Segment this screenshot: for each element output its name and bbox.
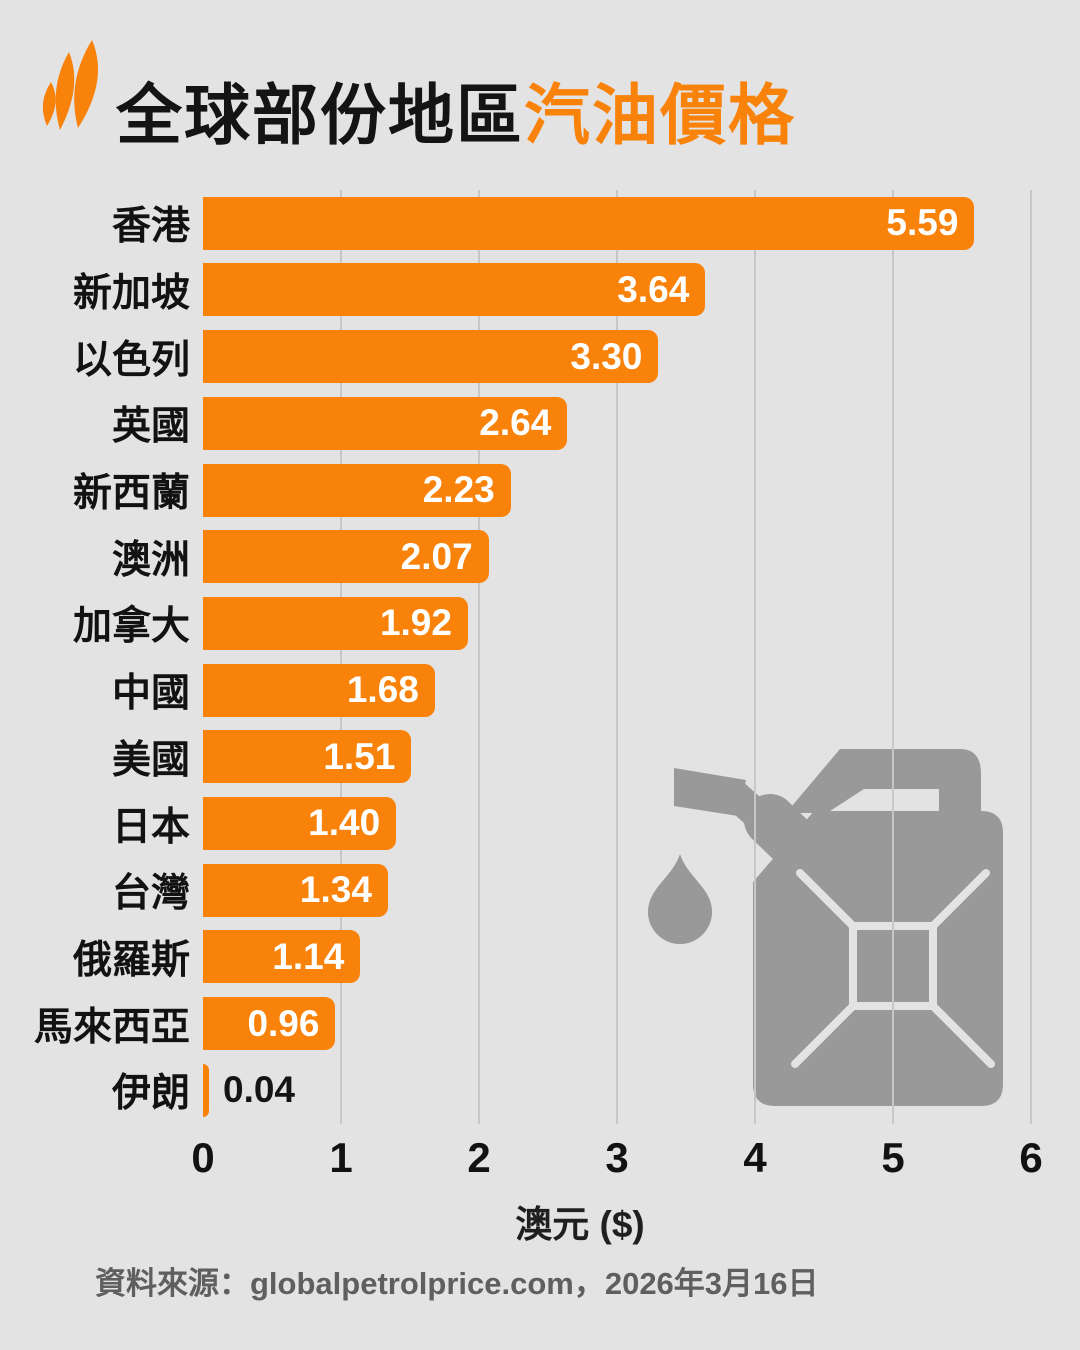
country-label: 香港 <box>111 205 190 249</box>
x-axis-label: 澳元 ($) <box>515 1204 645 1245</box>
gridline <box>1030 190 1032 1124</box>
value-label: 5.59 <box>886 202 959 244</box>
country-label: 新加坡 <box>72 272 190 316</box>
value-label: 2.64 <box>479 402 552 444</box>
source-note: 資料來源：globalpetrolprice.com，2026年3月16日 <box>95 1266 819 1301</box>
value-label: 3.64 <box>617 268 690 310</box>
gridline <box>616 190 618 1124</box>
bar: 0.96 <box>203 997 336 1051</box>
value-label: 0.96 <box>247 1002 320 1044</box>
bar: 3.64 <box>203 263 706 317</box>
bar-row: 新加坡 3.64 <box>0 257 1080 324</box>
x-tick: 2 <box>467 1134 491 1181</box>
bar-row: 澳洲 2.07 <box>0 523 1080 590</box>
bar: 5.59 <box>203 196 975 250</box>
bar-row: 伊朗 0.04 <box>0 1057 1080 1124</box>
value-label: 1.14 <box>272 935 345 977</box>
gridline <box>340 190 342 1124</box>
bar: 0.04 <box>203 1063 295 1117</box>
country-label: 以色列 <box>72 338 190 382</box>
bar-row: 日本 1.40 <box>0 790 1080 857</box>
value-label: 2.07 <box>400 535 473 577</box>
x-tick: 1 <box>329 1134 353 1181</box>
value-label: 0.04 <box>223 1069 296 1111</box>
country-label: 伊朗 <box>111 1072 190 1116</box>
bar: 1.40 <box>203 796 397 850</box>
bar-row: 俄羅斯 1.14 <box>0 924 1080 991</box>
bar: 1.51 <box>203 730 412 784</box>
bar-chart: 香港 5.59 新加坡 3.64 以色列 3.30 英國 2.64 新西蘭 2.… <box>0 190 1080 1124</box>
country-label: 俄羅斯 <box>72 938 190 982</box>
bar: 2.07 <box>203 530 489 584</box>
x-tick: 0 <box>191 1134 215 1181</box>
bar: 2.23 <box>203 463 511 517</box>
country-label: 澳洲 <box>111 538 190 582</box>
value-label: 1.92 <box>379 602 452 644</box>
country-label: 馬來西亞 <box>33 1005 190 1049</box>
bar-row: 英國 2.64 <box>0 390 1080 457</box>
country-label: 新西蘭 <box>72 472 190 516</box>
bar: 1.34 <box>203 863 388 917</box>
country-label: 日本 <box>111 805 190 849</box>
bar-row: 香港 5.59 <box>0 190 1080 257</box>
value-label: 3.30 <box>570 335 643 377</box>
country-label: 美國 <box>111 738 190 782</box>
gridline <box>478 190 480 1124</box>
gridline <box>892 190 894 1124</box>
bar: 1.92 <box>203 596 468 650</box>
bar-row: 加拿大 1.92 <box>0 590 1080 657</box>
x-tick: 4 <box>743 1134 767 1181</box>
country-label: 中國 <box>111 672 190 716</box>
bar-row: 台灣 1.34 <box>0 857 1080 924</box>
page-title: 全球部份地區汽油價格 <box>116 62 796 158</box>
country-label: 加拿大 <box>72 605 190 649</box>
title-orange-part: 汽油價格 <box>524 78 796 152</box>
bar: 3.30 <box>203 330 659 384</box>
title-black-part: 全球部份地區 <box>116 78 524 152</box>
x-tick: 6 <box>1019 1134 1043 1181</box>
bar-row: 新西蘭 2.23 <box>0 457 1080 524</box>
country-label: 英國 <box>111 405 190 449</box>
value-label: 1.51 <box>323 735 396 777</box>
x-tick: 5 <box>881 1134 905 1181</box>
value-label: 1.40 <box>308 802 381 844</box>
bar-row: 中國 1.68 <box>0 657 1080 724</box>
value-label: 1.34 <box>299 869 372 911</box>
bar: 1.14 <box>203 930 361 984</box>
value-label: 1.68 <box>346 669 419 711</box>
x-tick: 3 <box>605 1134 629 1181</box>
sbs-logo-icon <box>42 40 99 130</box>
bar-row: 美國 1.51 <box>0 724 1080 791</box>
country-label: 台灣 <box>111 872 190 916</box>
bar: 1.68 <box>203 663 435 717</box>
value-label: 2.23 <box>422 469 495 511</box>
bar-row: 馬來西亞 0.96 <box>0 990 1080 1057</box>
bar: 2.64 <box>203 396 568 450</box>
bar-row: 以色列 3.30 <box>0 323 1080 390</box>
jerry-can-icon <box>648 749 1003 1106</box>
gridline <box>754 190 756 1124</box>
